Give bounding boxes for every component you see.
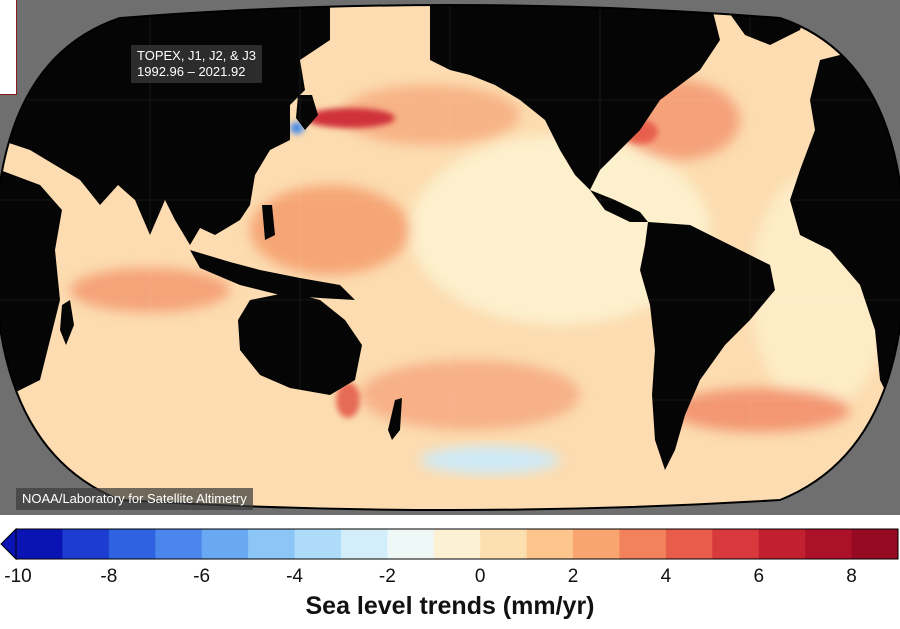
south-pacific-warm [360,360,580,430]
land-south-america [640,222,775,470]
colorbar-segment [619,529,667,559]
map-graphic [0,4,900,511]
colorbar-segment [16,529,63,559]
land-indonesia [190,250,355,300]
land-central-america [590,190,648,222]
colorbar-segment [108,529,156,559]
credit-label: NOAA/Laboratory for Satellite Altimetry [16,488,253,510]
colorbar-segment [805,529,853,559]
land-philippines [262,205,275,240]
colorbar-tick-label: -2 [378,566,396,587]
colorbar-segment [526,529,574,559]
colorbar-tick-label: -4 [286,566,303,587]
land-africa [0,170,62,400]
pacific-pale-band [410,135,710,325]
colorbar-segment [155,529,203,559]
west-pacific-warm [250,185,410,275]
land-japan [296,95,318,130]
south-atlantic-warm [670,388,850,432]
kuroshio-cold-spot [290,122,304,134]
colorbar-tick-label: -6 [193,566,211,587]
colorbar-segment [665,529,713,559]
colorbar-tick-label: 4 [660,566,672,587]
colorbar-tick-label: -8 [100,566,118,587]
colorbar-segment [248,529,296,559]
indian-ocean-warm [70,268,230,312]
tasman-warm [336,382,360,418]
sea-level-map: TOPEX, J1, J2, & J3 1992.96 – 2021.92 NO… [0,0,900,515]
land-new-zealand [388,398,402,440]
colorbar-segment [62,529,110,559]
colorbar-graphic [0,527,899,561]
dataset-missions: TOPEX, J1, J2, & J3 [137,48,256,63]
colorbar-segment [480,529,528,559]
map-grid [0,5,900,510]
colorbar-segment [340,529,388,559]
colorbar-frame [15,528,899,560]
colorbar [0,527,900,563]
colorbar-segment [851,529,899,559]
colorbar-tick-label: 2 [567,566,579,587]
kuroshio-hotspot [305,108,395,128]
colorbar-tick-label: 8 [846,566,857,587]
land-madagascar [60,300,74,345]
colorbar-segment [201,529,249,559]
colorbar-segment [712,529,760,559]
colorbar-segment [433,529,481,559]
colorbar-segment [758,529,806,559]
colorbar-tick-label: 6 [753,566,765,587]
north-pacific-warm [340,85,520,145]
colorbar-title: Sea level trends (mm/yr) [305,592,595,620]
colorbar-segment [387,529,435,559]
land-europe-africa-east [790,40,900,420]
globe-outline [0,4,900,511]
colorbar-tick-label: -10 [4,566,32,587]
colorbar-tick-label: 0 [474,566,486,587]
southern-ocean-cool [420,446,560,474]
colorbar-segment [573,529,620,559]
land-north-america [430,5,720,190]
colorbar-ticks: -10 -8 -6 -4 -2 0 2 4 6 8 [0,566,900,590]
dataset-period: 1992.96 – 2021.92 [137,64,246,79]
colorbar-extend-arrow [0,527,17,561]
land-australia [238,292,362,395]
dataset-label: TOPEX, J1, J2, & J3 1992.96 – 2021.92 [131,45,262,83]
colorbar-segment [294,529,342,559]
corner-marker [0,0,17,95]
